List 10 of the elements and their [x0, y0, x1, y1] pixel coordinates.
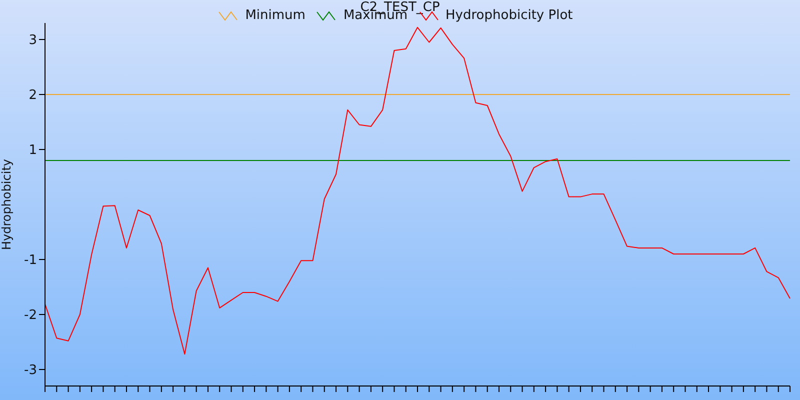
y-tick-label: 2 — [28, 88, 37, 104]
y-axis-title: Hydrophobicity — [0, 158, 14, 250]
line-series — [44, 26, 790, 355]
y-tick-label: -1 — [24, 253, 37, 268]
legend-label: Hydrophobicity Plot — [446, 8, 573, 23]
y-tick-label: -2 — [24, 308, 37, 324]
y-tick-label: 3 — [28, 33, 37, 48]
legend-label: Minimum — [244, 8, 306, 23]
y-tick-label: 1 — [28, 143, 37, 158]
y-tick-label: -3 — [24, 363, 37, 378]
